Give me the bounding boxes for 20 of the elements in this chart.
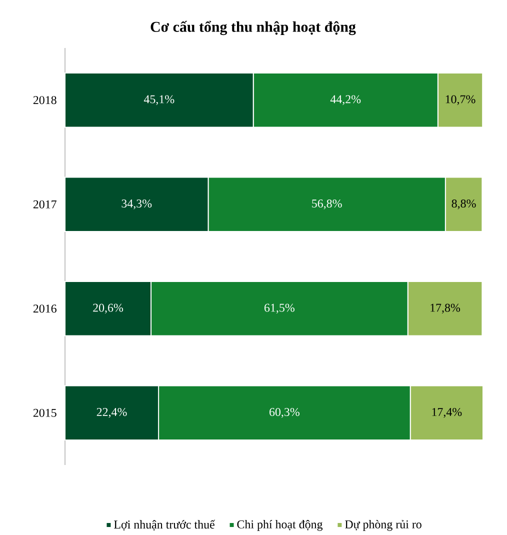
legend-label: Dự phòng rủi ro	[345, 520, 422, 531]
data-label: 20,6%	[93, 304, 124, 314]
data-label: 17,4%	[432, 408, 462, 418]
legend-label: Lợi nhuận trước thuế	[114, 520, 216, 530]
data-label: 44,2%	[330, 95, 361, 106]
chart-title: Cơ cấu tổng thu nhập hoạt động	[150, 20, 356, 36]
data-label: 34,3%	[122, 199, 152, 210]
legend-label: Chi phí hoạt động	[237, 520, 323, 531]
data-label: 60,3%	[270, 408, 300, 418]
y-tick-label: 2016	[33, 304, 56, 313]
y-tick-label: 2015	[33, 408, 56, 417]
data-label: 45,1%	[144, 95, 174, 106]
data-label: 10,7%	[446, 95, 476, 106]
data-label: 56,8%	[312, 199, 342, 210]
data-label: 22,4%	[96, 408, 127, 418]
data-label: 17,8%	[430, 304, 460, 314]
y-tick-label: 2017	[33, 200, 56, 208]
data-label: 61,5%	[264, 304, 294, 314]
data-label: 8,8%	[452, 199, 476, 210]
y-tick-label: 2018	[33, 96, 56, 104]
